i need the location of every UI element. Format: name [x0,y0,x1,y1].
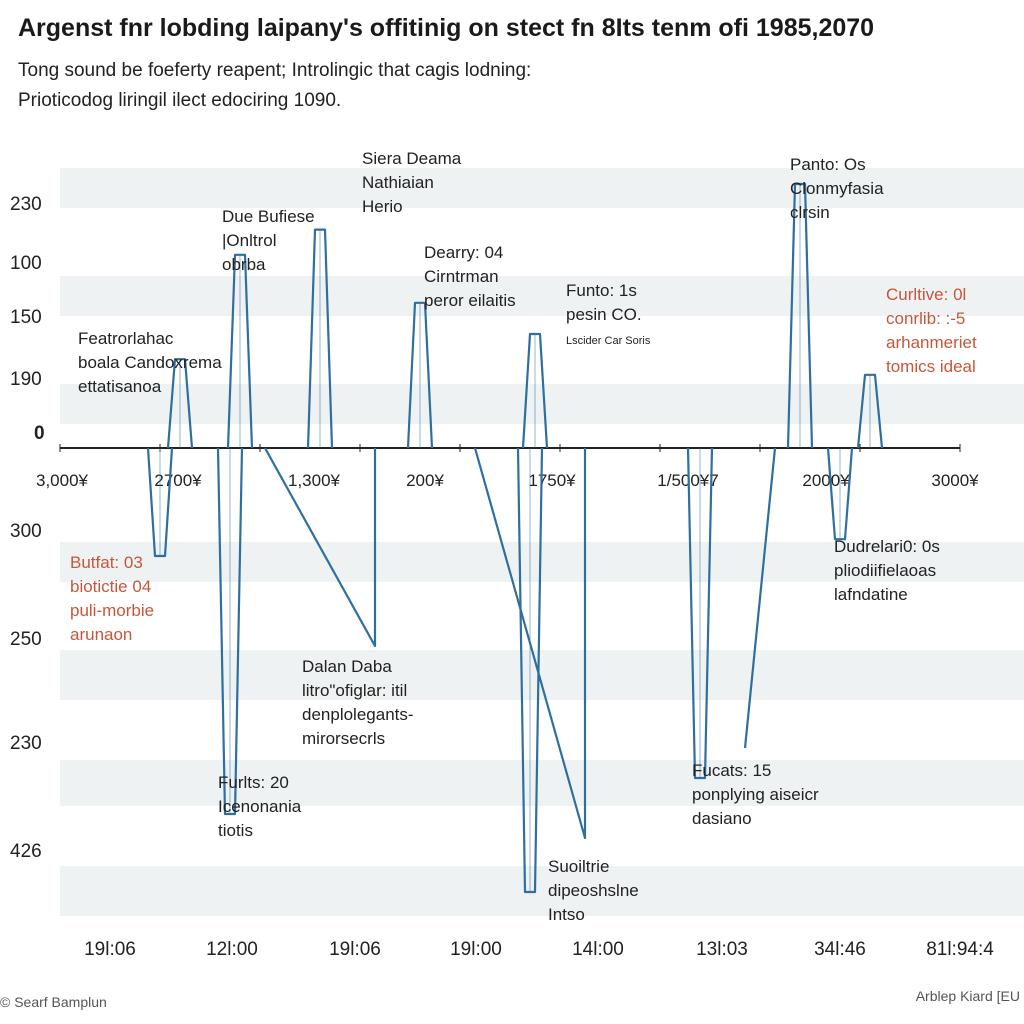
y-tick-label: 100 [10,253,42,274]
y-tick-label: 300 [10,521,42,542]
annotation-label: arhanmeriet [886,333,977,352]
x-tick-label: 2000¥ [802,471,850,490]
series-sweep-1 [473,447,587,840]
grid-band-4 [60,650,1024,700]
annotation-label: Herio [362,197,403,216]
x-tick-label: 2700¥ [154,471,202,490]
y-tick-label: 230 [10,733,42,754]
annotation-label: pesin CO. [566,305,642,324]
publisher-credit: Arblep Kiard [EU [915,988,1020,1004]
annotation-label: Panto: Os [790,155,866,174]
x-tick-label: 1,300¥ [288,471,341,490]
annotation-label: peror eilaitis [424,291,516,310]
bottom-tick-label: 19l:06 [329,939,381,960]
grid-band-1 [60,276,1024,316]
x-tick-label: 3000¥ [931,471,979,490]
annotation-label: Butfat: 03 [70,553,143,572]
annotation-label: obrba [222,255,266,274]
y-tick-label: 426 [10,841,42,862]
y-tick-label: 230 [10,194,42,215]
source-credit: © Searf Bamplun [0,994,107,1010]
chart-subtitle-2: Prioticodog liringil ilect edociring 109… [18,90,342,111]
annotation-label: dasiano [692,809,752,828]
annotation-label: Funto: 1s [566,281,637,300]
grid-band-0 [60,168,1024,208]
annotation-label: Cirntrman [424,267,499,286]
annotation-label: boala Candoxrema [78,353,222,372]
annotation-label: mirorsecrls [302,729,385,748]
bottom-tick-label: 34l:46 [814,939,866,960]
annotation-label: denplolegants- [302,705,414,724]
y-tick-label: 190 [10,369,42,390]
bottom-tick-label: 19l:00 [450,939,502,960]
annotation-label: Intso [548,905,585,924]
annotation-label: conrlib: :-5 [886,309,965,328]
annotation-label: biotictie 04 [70,577,151,596]
y-tick-label: 250 [10,629,42,650]
annotation-label: Dalan Daba [302,657,392,676]
annotation-label: Furlts: 20 [218,773,289,792]
annotation-label: dipeoshslne [548,881,639,900]
x-tick-label: 3,000¥ [36,471,89,490]
annotation-label: tomics ideal [886,357,976,376]
series-sweep-2 [743,447,777,749]
annotation-label: lafndatine [834,585,908,604]
annotation-label: pliodiifielaoas [834,561,936,580]
y-tick-label: 0 [34,423,45,444]
bottom-tick-label: 14l:00 [572,939,624,960]
bottom-tick-label: 19l:06 [84,939,136,960]
annotation-label: Featrorlahac [78,329,174,348]
annotation-label: litro"ofiglar: itil [302,681,407,700]
annotation-label: Fucats: 15 [692,761,771,780]
annotation-label: Due Bufiese [222,207,315,226]
annotation-label: Lscider Car Soris [566,335,651,347]
annotation-label: ponplying aiseicr [692,785,819,804]
annotation-label: Dearry: 04 [424,243,503,262]
bottom-tick-label: 12l:00 [206,939,258,960]
grid-band-6 [60,866,1024,916]
annotation-label: Dudrelari0: 0s [834,537,940,556]
y-tick-label: 150 [10,307,42,328]
annotation-label: arunaon [70,625,132,644]
annotation-label: ettatisanoa [78,377,162,396]
annotation-label: Curltive: 0l [886,285,966,304]
annotation-label: Suoiltrie [548,857,609,876]
x-tick-label: 1750¥ [528,471,576,490]
annotation-label: Icenonania [218,797,302,816]
series-sweep-0 [264,447,377,648]
grid-band-5 [60,760,1024,806]
chart-title: Argenst fnr lobding laipany's offitinig … [18,14,875,42]
bottom-tick-label: 13l:03 [696,939,748,960]
annotation-label: Siera Deama [362,149,462,168]
chart-subtitle: Tong sound be foeferty reapent; Introlin… [18,60,532,81]
x-tick-label: 200¥ [406,471,444,490]
annotation-label: tiotis [218,821,253,840]
bottom-tick-label: 81l:94:4 [926,939,994,960]
annotation-label: Nathiaian [362,173,434,192]
annotation-label: Clonmyfasia [790,179,884,198]
annotation-label: clrsin [790,203,830,222]
annotation-label: puli-morbie [70,601,154,620]
annotation-label: |Onltrol [222,231,277,250]
